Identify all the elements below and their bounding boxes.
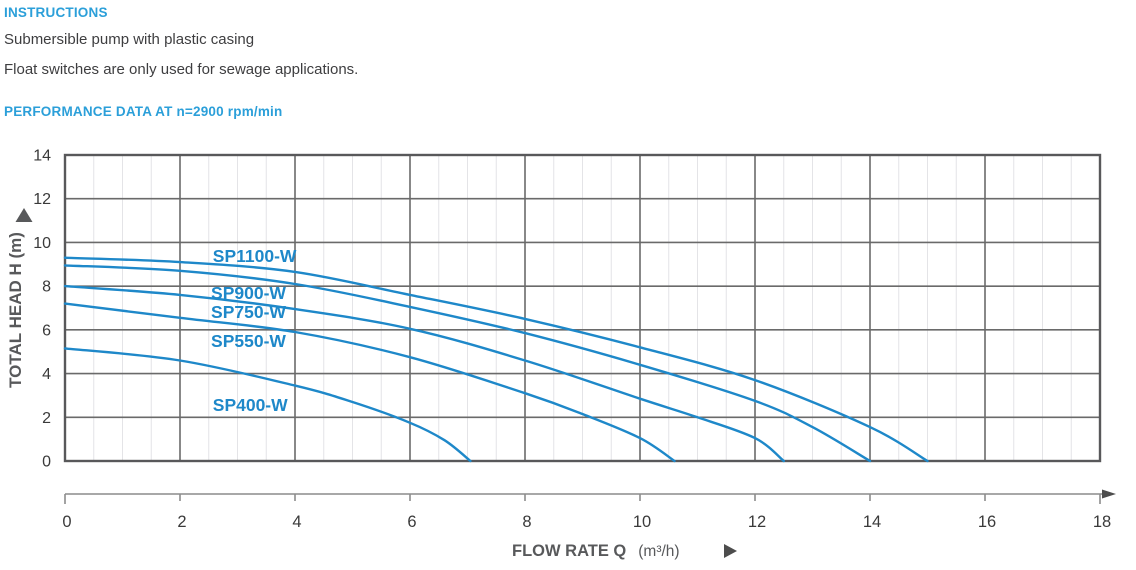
y-tick-label: 10 — [33, 235, 51, 252]
instructions-title: INSTRUCTIONS — [4, 5, 108, 20]
x-tick-label: 10 — [633, 513, 651, 531]
x-axis-title: FLOW RATE Q (m³/h) — [512, 542, 680, 560]
curve-SP550-W — [63, 302, 676, 463]
x-tick-label: 16 — [978, 513, 996, 531]
x-tick-label: 4 — [292, 513, 301, 531]
plot-border — [63, 153, 1102, 463]
instruction-line-2: Float switches are only used for sewage … — [4, 61, 359, 78]
y-tick-label: 4 — [42, 366, 51, 383]
curve-SP1100-W — [63, 256, 929, 463]
instruction-line-1: Submersible pump with plastic casing — [4, 31, 255, 48]
curve-SP400-W — [63, 347, 472, 463]
curve-label-SP900-W: SP900-W — [211, 283, 286, 303]
x-axis-title-arrow-icon — [724, 544, 737, 558]
y-axis-arrow-icon — [15, 208, 33, 222]
y-axis-title: TOTAL HEAD H (m) — [6, 232, 25, 388]
performance-data-title: PERFORMANCE DATA AT n=2900 rpm/min — [4, 104, 283, 119]
x-tick-label: 6 — [407, 513, 416, 531]
y-tick-label: 12 — [33, 191, 51, 208]
x-tick-label: 14 — [863, 513, 881, 531]
x-tick-label: 12 — [748, 513, 766, 531]
y-tick-label: 8 — [42, 279, 51, 296]
x-tick-label: 2 — [177, 513, 186, 531]
curve-label-SP550-W: SP550-W — [211, 331, 286, 351]
y-tick-label: 0 — [42, 454, 51, 471]
curve-SP900-W — [63, 264, 872, 463]
curve-label-SP750-W: SP750-W — [211, 302, 286, 322]
curve-label-SP400-W: SP400-W — [213, 395, 288, 415]
x-tick-label: 18 — [1093, 513, 1111, 531]
x-tick-label: 0 — [62, 513, 71, 531]
curve-label-SP1100-W: SP1100-W — [213, 246, 297, 266]
performance-chart-svg: 0 2 4 6 8 10 12 14 TOTAL HEAD H (m) SP1100-W SP900… — [6, 148, 1116, 560]
performance-chart: 0 2 4 6 8 10 12 14 TOTAL HEAD H (m) SP1100-W SP900… — [0, 140, 1136, 570]
y-tick-label: 2 — [42, 410, 51, 427]
curve-SP750-W — [63, 284, 785, 463]
y-tick-label: 6 — [42, 322, 51, 339]
y-tick-label: 14 — [33, 148, 51, 165]
x-axis-arrow-icon — [1102, 489, 1116, 499]
x-tick-label: 8 — [522, 513, 531, 531]
